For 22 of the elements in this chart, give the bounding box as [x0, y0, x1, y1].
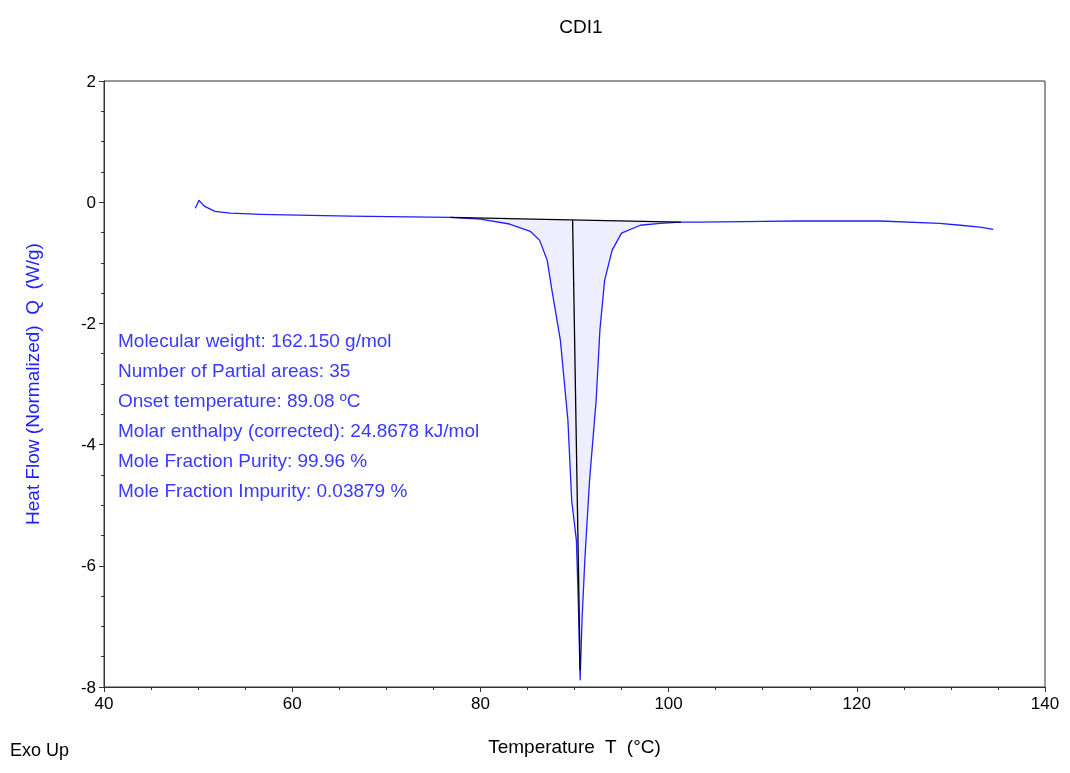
- annotation: Molar enthalpy (corrected): 24.8678 kJ/mol: [118, 420, 480, 441]
- x-axis-title: Temperature T (°C): [488, 736, 661, 757]
- y-tick-label: 2: [86, 71, 96, 91]
- annotation: Mole Fraction Impurity: 0.03879 %: [118, 480, 408, 501]
- y-tick-label: -6: [80, 556, 96, 576]
- y-tick-label: -8: [80, 677, 96, 697]
- y-axis-title: Heat Flow (Normalized) Q (W/g): [22, 243, 43, 525]
- x-tick-label: 100: [654, 694, 683, 713]
- x-tick-label: 120: [842, 694, 871, 713]
- annotation: Mole Fraction Purity: 99.96 %: [118, 450, 368, 471]
- annotation: Onset temperature: 89.08 ºC: [118, 390, 361, 411]
- x-tick-label: 140: [1030, 694, 1060, 713]
- annotation: Molecular weight: 162.150 g/mol: [118, 330, 392, 351]
- x-tick-label: 60: [282, 694, 302, 713]
- y-tick-label: -4: [80, 435, 96, 455]
- y-tick-label: 0: [86, 192, 96, 212]
- chart-title: CDI1: [559, 16, 603, 37]
- x-tick-label: 40: [94, 694, 114, 713]
- text: Exo Up: [10, 740, 70, 760]
- x-tick-label: 80: [470, 694, 490, 713]
- y-tick-label: -2: [80, 313, 96, 333]
- annotation: Number of Partial areas: 35: [118, 360, 351, 381]
